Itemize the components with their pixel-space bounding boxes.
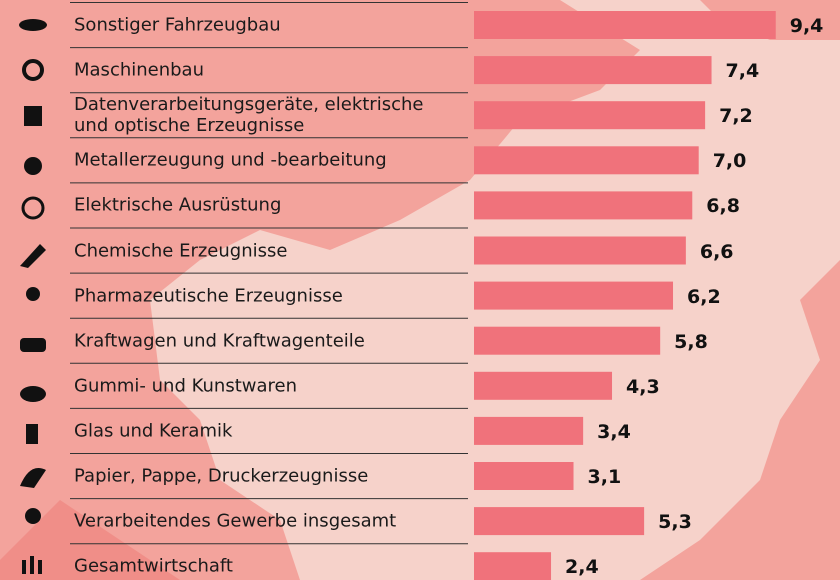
icon xyxy=(20,244,46,268)
bar xyxy=(474,11,776,39)
icon xyxy=(22,560,26,574)
bar xyxy=(474,552,552,580)
value-label: 6,8 xyxy=(706,195,740,218)
bar xyxy=(474,236,686,265)
icon xyxy=(20,468,46,488)
bar xyxy=(474,191,693,220)
icon xyxy=(25,508,41,524)
value-label: 3,4 xyxy=(597,420,631,443)
value-label: 7,4 xyxy=(725,60,760,83)
bar xyxy=(474,326,661,355)
category-label: Glas und Keramik xyxy=(74,420,233,442)
icon xyxy=(24,106,42,126)
bar xyxy=(474,146,699,175)
map-shape xyxy=(0,500,180,580)
bar xyxy=(474,507,645,536)
category-label: Gummi- und Kunstwaren xyxy=(74,375,298,397)
category-label: Verarbeitendes Gewerbe insgesamt xyxy=(74,510,397,532)
value-label: 7,0 xyxy=(712,150,747,173)
category-label: Papier, Pappe, Druckerzeugnisse xyxy=(74,465,369,487)
icon xyxy=(24,157,42,175)
value-label: 5,8 xyxy=(674,330,708,353)
category-label: Pharmazeutische Erzeugnisse xyxy=(74,285,343,307)
bar xyxy=(474,281,674,310)
value-label: 6,6 xyxy=(699,240,734,263)
bar xyxy=(474,371,613,400)
icon xyxy=(26,424,38,444)
icon xyxy=(20,386,46,402)
icon xyxy=(38,560,42,574)
bar xyxy=(474,416,584,445)
category-label: Elektrische Ausrüstung xyxy=(74,194,282,216)
icons xyxy=(19,19,47,574)
value-label: 3,1 xyxy=(587,466,622,488)
icon xyxy=(22,59,44,81)
value-label: 9,4 xyxy=(789,15,824,37)
value-label: 6,2 xyxy=(687,285,721,308)
value-label: 2,4 xyxy=(565,556,599,579)
icon xyxy=(19,19,47,31)
category-label: Sonstiger Fahrzeugbau xyxy=(74,14,281,36)
category-label: Metallerzeugung und -bearbeitung xyxy=(74,149,387,171)
category-label: Maschinenbau xyxy=(74,59,204,81)
bar xyxy=(474,56,712,85)
category-label: Datenverarbeitungsgeräte, elektrische un… xyxy=(74,94,424,137)
value-label: 5,3 xyxy=(658,511,692,534)
icon xyxy=(26,287,40,301)
category-label: Chemische Erzeugnisse xyxy=(74,240,288,261)
icon xyxy=(20,338,46,352)
bar xyxy=(474,462,574,490)
icon xyxy=(30,556,34,574)
bar xyxy=(474,101,706,130)
category-label: Gesamtwirtschaft xyxy=(74,555,233,577)
icon xyxy=(21,196,45,220)
value-label: 4,3 xyxy=(626,375,660,398)
value-label: 7,2 xyxy=(719,105,753,128)
category-label: Kraftwagen und Kraftwagenteile xyxy=(74,330,365,352)
